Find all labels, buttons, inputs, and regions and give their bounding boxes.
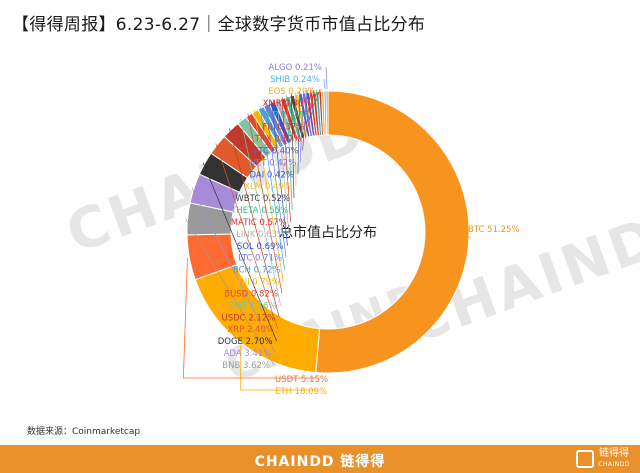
slice-label-etc: ETC 0.40% [253, 146, 299, 156]
slice-label-bch: BCH 0.72% [233, 266, 281, 276]
leader-line [215, 143, 279, 330]
leader-line [291, 93, 295, 199]
leader-line [276, 98, 290, 234]
footer-brand: CHAINDD 链得得 [254, 454, 386, 470]
leader-line [286, 95, 293, 211]
leader-line [185, 218, 275, 366]
slice-label-usdc: USDC 2.12% [221, 313, 275, 323]
slice-label-uni: UNI 0.79% [235, 278, 280, 288]
slice-label-eth: ETH 18.09% [275, 387, 327, 397]
leader-line [302, 90, 308, 151]
footer-logo-en: CHAINDD [598, 461, 630, 468]
slice-label-fil: FIL 0.37% [262, 123, 304, 133]
slice-label-busd: BUSD 0.82% [224, 289, 278, 299]
data-source-note: 数据来源：Coinmarketcap [27, 427, 141, 437]
leader-line [315, 89, 321, 103]
donut-chart-svg: 总市值占比分布 BTC 51.25% ETH 18.09% USDT 5.15% BNB… [182, 63, 520, 397]
center-label: 总市值占比分布 [279, 224, 377, 241]
slice-label-wbtc: WBTC 0.52% [235, 194, 290, 204]
leader-line [271, 100, 288, 246]
leader-line [304, 90, 311, 139]
slice-label-ltc: LTC 0.71% [238, 254, 282, 264]
leader-line [253, 109, 284, 282]
slice-label-theta: THETA 0.55% [230, 206, 288, 216]
leader-line [247, 113, 283, 294]
slice-label-xlm: XLM 0.49% [244, 182, 292, 192]
slice-label-xrp: XRP 2.40% [227, 325, 274, 335]
slice-label-algo: ALGO 0.21% [268, 63, 322, 73]
leader-line [297, 91, 301, 175]
leader-line [191, 187, 276, 354]
slice-label-dai: DAI 0.42% [249, 170, 293, 180]
page-title: 【得得周报】6.23-6.27｜全球数字货币市值占比分布 [12, 15, 426, 35]
slice-label-shib: SHIB 0.24% [270, 75, 320, 85]
leader-line [259, 106, 286, 270]
slice-label-vet: VET 0.42% [250, 158, 296, 168]
footer-bar: CHAINDD 链得得 链得得 CHAINDD [0, 445, 640, 473]
footer-logo-cn: 链得得 [599, 448, 630, 459]
footer-logo: 链得得 CHAINDD [576, 448, 630, 470]
leader-line [240, 118, 281, 306]
donut-slice-btc [315, 90, 470, 374]
chaindd-logo-icon [576, 450, 595, 468]
leader-line [311, 89, 318, 115]
leader-line [240, 345, 317, 391]
slice-label-link: LINK 0.63% [236, 230, 285, 240]
slice-label-icp: ICP 0.34% [264, 111, 307, 121]
slice-label-btc: BTC 51.25% [468, 225, 520, 235]
donut-slice-algo [325, 90, 329, 136]
leader-line [319, 88, 323, 92]
leader-line [229, 128, 280, 318]
leader-line [265, 103, 287, 258]
slice-label-sol: SOL 0.69% [237, 242, 284, 252]
leader-line [182, 257, 317, 379]
leader-line [299, 91, 304, 163]
slice-label-trx: TRX 0.37% [254, 135, 302, 145]
slice-label-ada: ADA 3.41% [224, 349, 272, 359]
slice-label-matic: MATIC 0.57% [231, 218, 287, 228]
donut-chart: 总市值占比分布 BTC 51.25% ETH 18.09% USDT 5.15% BNB… [0, 40, 640, 410]
leader-line [281, 96, 291, 222]
leader-line [202, 162, 277, 342]
slice-label-doge: DOGE 2.70% [218, 337, 273, 347]
leader-line [456, 228, 472, 239]
leader-line [307, 89, 315, 127]
slice-label-usdt: USDT 5.15% [275, 375, 328, 385]
slice-label-bnb: BNB 3.62% [222, 361, 270, 371]
footer-logo-text: 链得得 CHAINDD [598, 448, 630, 470]
slice-label-xmr: XMR 0.30% [263, 99, 312, 109]
leader-line [325, 66, 328, 90]
slice-label-dot: DOT 1.16% [228, 301, 276, 311]
slice-label-eos: EOS 0.29% [268, 87, 315, 97]
leader-line [323, 78, 326, 90]
